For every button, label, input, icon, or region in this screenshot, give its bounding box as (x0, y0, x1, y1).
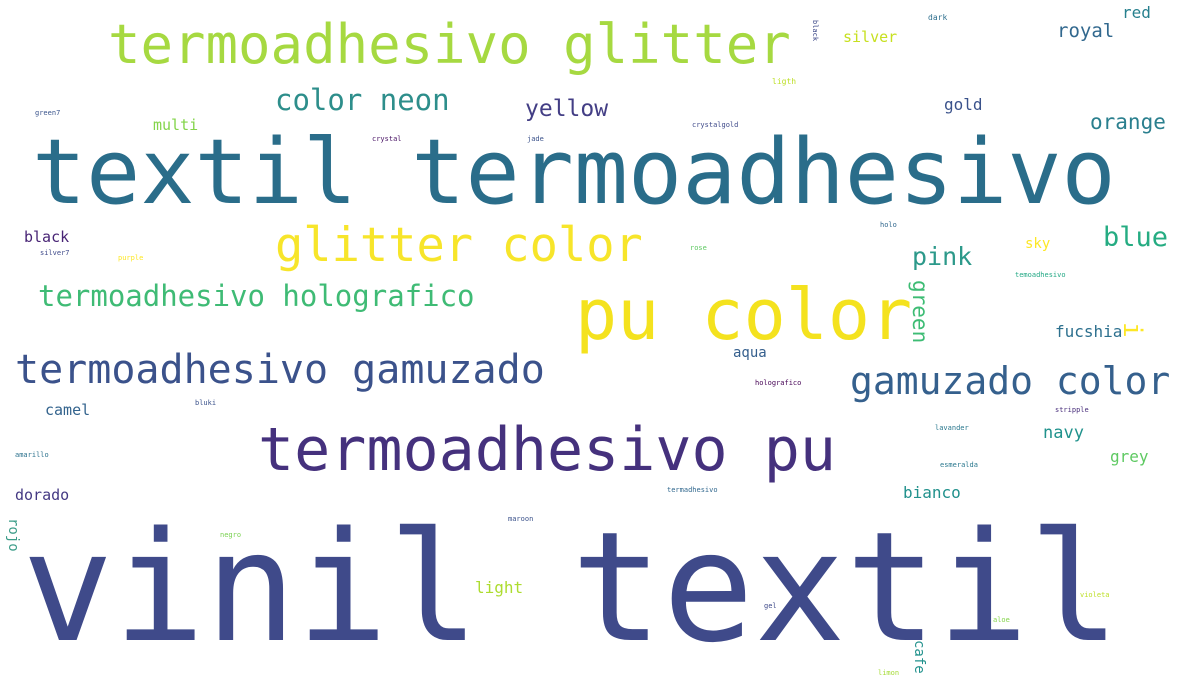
word: stripple (1055, 406, 1089, 414)
word: camel (45, 401, 91, 419)
word: i (1117, 322, 1147, 338)
word: holografico (755, 379, 802, 387)
word: blue (1103, 222, 1169, 253)
word: holo (880, 221, 897, 229)
word: lavander (935, 424, 969, 432)
word: rose (690, 244, 707, 252)
word: gold (944, 95, 983, 114)
word: bluki (195, 399, 217, 407)
word: limon (878, 669, 900, 677)
word: temoadhesivo (1015, 271, 1066, 279)
word: royal (1057, 20, 1115, 42)
word: vinil textil (22, 499, 1121, 676)
word: orange (1090, 110, 1166, 134)
word: pu color (575, 274, 913, 356)
word: ligth (772, 77, 797, 86)
word: termadhesivo (667, 486, 718, 494)
word: green (908, 280, 932, 344)
word: black (811, 20, 819, 42)
word: pink (912, 242, 973, 271)
word: negro (220, 531, 242, 539)
word: aloe (993, 616, 1010, 624)
word: yellow (525, 96, 609, 122)
word: dorado (15, 486, 70, 504)
word: crystalgold (692, 121, 739, 129)
word: violeta (1080, 591, 1110, 599)
word: termoadhesivo holografico (38, 279, 475, 313)
word: silver7 (40, 249, 70, 257)
word: gamuzado color (850, 359, 1171, 403)
word: dark (928, 13, 948, 22)
word: fucshia (1055, 322, 1123, 341)
word: termoadhesivo gamuzado (15, 347, 545, 393)
word: color neon (275, 83, 450, 117)
word: jade (527, 135, 544, 143)
word: amarillo (15, 451, 49, 459)
word: cafe (911, 640, 927, 674)
word: crystal (372, 135, 402, 143)
word: glitter color (275, 218, 643, 273)
word: aqua (733, 345, 767, 361)
word: maroon (508, 515, 534, 523)
word: light (475, 578, 524, 597)
word: navy (1043, 423, 1084, 443)
word: grey (1110, 447, 1149, 466)
word: black (24, 228, 70, 246)
word: red (1122, 3, 1151, 22)
word: textil termoadhesivo (32, 120, 1116, 225)
word: multi (153, 116, 199, 134)
word: silver (843, 28, 898, 46)
word: esmeralda (940, 461, 978, 469)
word: termoadhesivo glitter (108, 13, 791, 76)
word: rojo (5, 518, 21, 552)
word: purple (118, 254, 144, 262)
word: sky (1025, 236, 1051, 252)
word: gel (764, 602, 777, 610)
word: bianco (903, 483, 961, 502)
word: termoadhesivo pu (258, 415, 836, 485)
word: green7 (35, 109, 61, 117)
